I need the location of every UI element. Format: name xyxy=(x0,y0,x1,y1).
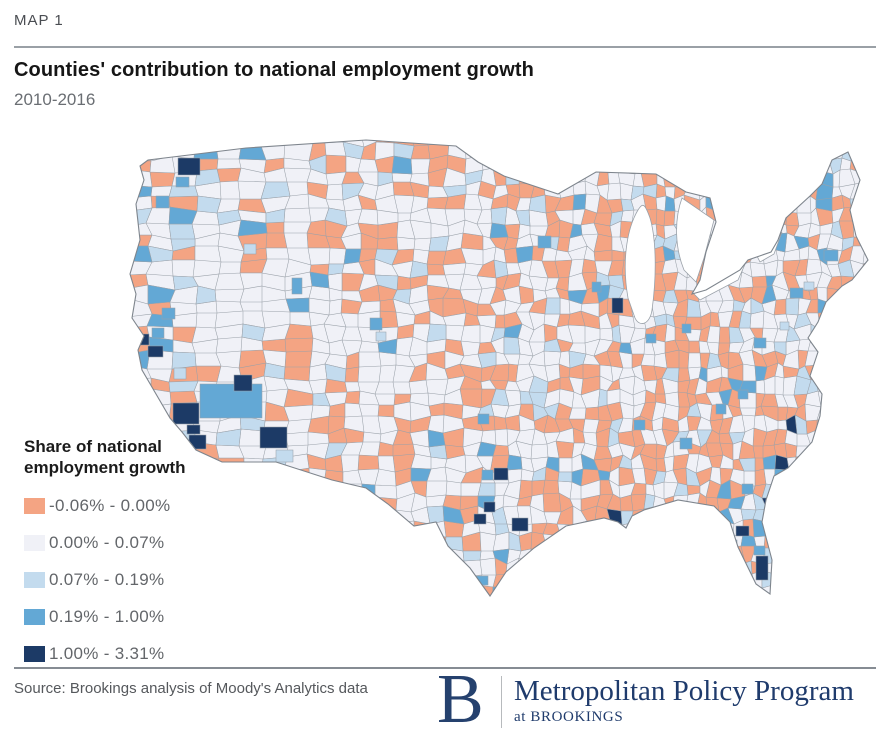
metro-jacksonville xyxy=(741,483,754,495)
metro-east-bay xyxy=(151,327,165,339)
metro-chicago xyxy=(611,297,624,314)
metro-raleigh xyxy=(737,389,749,400)
footer-divider xyxy=(14,667,876,669)
legend-swatch-mid xyxy=(24,571,45,588)
program-subtitle: at BROOKINGS xyxy=(514,709,624,725)
metro-boston xyxy=(823,249,839,262)
legend-swatch-low xyxy=(24,534,45,551)
legend-swatch-negative xyxy=(24,497,45,514)
metro-long-island xyxy=(803,281,815,291)
metro-phoenix xyxy=(259,426,288,449)
logo-text: Metropolitan Policy Program at BROOKINGS xyxy=(514,676,854,726)
metro-rio-grande-valley xyxy=(475,575,489,586)
metro-riverside-san-bernardino xyxy=(199,383,263,419)
metro-tampa xyxy=(725,539,738,551)
metro-milwaukee xyxy=(591,281,602,293)
top-divider xyxy=(14,46,876,48)
metro-twin-cities xyxy=(537,235,552,249)
logo-divider xyxy=(501,676,502,728)
map-legend: Share of national employment growth -0.0… xyxy=(24,436,239,682)
metro-denver xyxy=(369,317,383,331)
metro-austin xyxy=(483,501,496,513)
metro-colorado-springs xyxy=(375,331,387,342)
metro-charlotte xyxy=(715,403,727,415)
metro-seattle xyxy=(177,157,201,176)
metro-indianapolis xyxy=(645,333,657,344)
metro-san-jose xyxy=(147,345,164,358)
legend-item: -0.06% - 0.00% xyxy=(24,495,239,515)
us-county-choropleth-map xyxy=(126,132,882,664)
metro-tucson xyxy=(275,449,294,463)
metro-las-vegas xyxy=(233,374,253,392)
program-name: Metropolitan Policy Program xyxy=(514,675,854,707)
metro-nashville xyxy=(633,419,646,431)
metro-portland xyxy=(155,195,170,209)
metro-oklahoma-city xyxy=(477,413,490,425)
legend-item: 1.00% - 3.31% xyxy=(24,643,239,663)
figure-title: Counties' contribution to national emplo… xyxy=(14,59,534,81)
legend-label: -0.06% - 0.00% xyxy=(49,495,171,515)
metro-fort-worth xyxy=(481,469,494,481)
brookings-b-logo: B xyxy=(437,661,484,738)
figure-subtitle: 2010-2016 xyxy=(14,90,96,109)
metro-dallas xyxy=(493,467,509,481)
source-note: Source: Brookings analysis of Moody's An… xyxy=(14,680,368,697)
metro-orlando xyxy=(735,525,750,537)
figure-kicker: MAP 1 xyxy=(14,12,64,29)
metro-sacramento xyxy=(161,307,176,320)
metro-tacoma xyxy=(175,176,190,188)
metro-los-angeles xyxy=(172,402,200,425)
legend-item: 0.00% - 0.07% xyxy=(24,532,239,552)
us-map-svg xyxy=(129,139,869,597)
legend-label: 0.00% - 0.07% xyxy=(49,532,165,552)
metro-philadelphia xyxy=(779,321,790,331)
legend-label: 0.19% - 1.00% xyxy=(49,606,165,626)
metro-sarasota xyxy=(727,551,739,562)
metro-miami-fort-lauderdale xyxy=(755,555,769,581)
metro-orange-county xyxy=(186,424,201,435)
metro-salt-lake-city xyxy=(291,277,303,295)
legend-title: Share of national employment growth xyxy=(24,437,186,477)
metro-boise xyxy=(243,243,257,255)
metro-fresno xyxy=(173,367,187,380)
metro-washington-dc xyxy=(753,337,767,349)
legend-label: 1.00% - 3.31% xyxy=(49,643,165,663)
metro-columbus xyxy=(681,323,692,334)
metro-san-antonio xyxy=(473,513,487,525)
metro-houston xyxy=(511,517,529,532)
legend-swatch-high xyxy=(24,608,45,625)
metro-atlanta xyxy=(679,437,693,450)
legend-item: 0.19% - 1.00% xyxy=(24,606,239,626)
legend-label: 0.07% - 0.19% xyxy=(49,569,165,589)
metro-palm-beach xyxy=(753,545,766,556)
legend-item: 0.07% - 0.19% xyxy=(24,569,239,589)
metro-new-york xyxy=(789,287,804,299)
legend-swatch-top xyxy=(24,645,45,662)
